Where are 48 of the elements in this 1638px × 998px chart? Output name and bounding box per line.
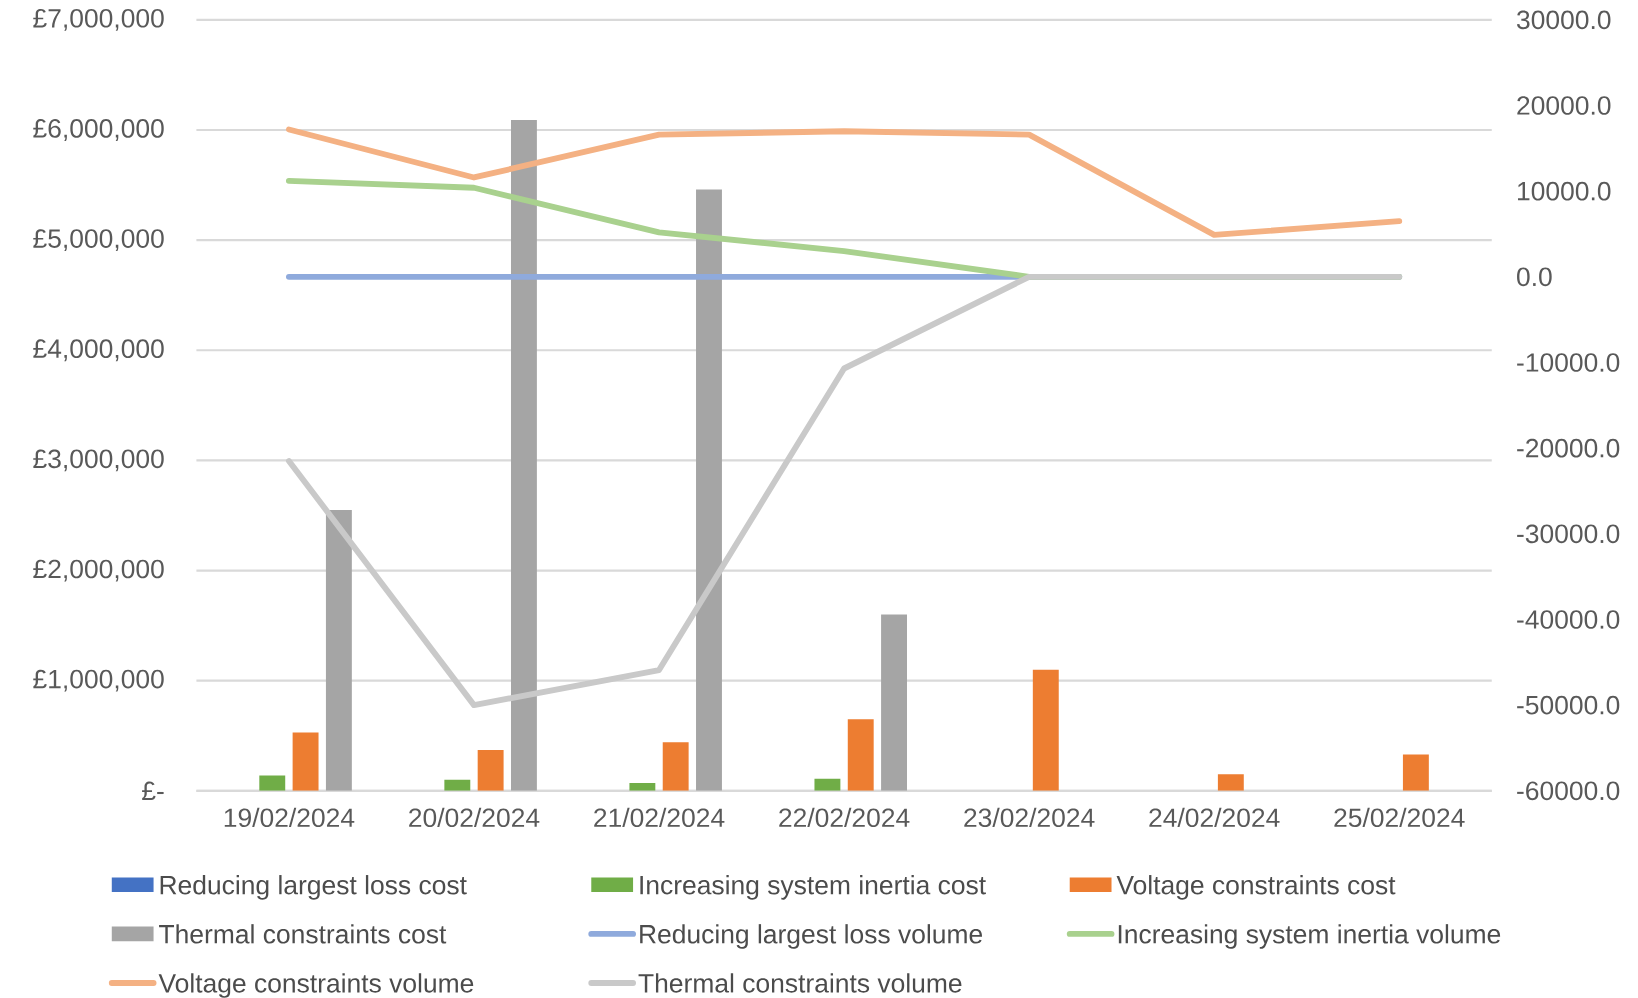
bar	[292, 732, 319, 791]
y-tick-label: £5,000,000	[33, 229, 164, 252]
legend-label: Thermal constraints volume	[638, 973, 962, 993]
legend-label: Increasing system inertia volume	[1118, 924, 1501, 949]
bar	[629, 783, 656, 791]
y-tick-label: £7,000,000	[33, 9, 164, 31]
y2-tick-label: -10000.0	[1517, 353, 1620, 372]
bar	[881, 614, 907, 791]
bar	[259, 775, 286, 791]
bar	[662, 742, 689, 791]
y2-tick-label: -60000.0	[1517, 781, 1620, 801]
bar	[444, 779, 471, 791]
legend-label: Thermal constraints cost	[159, 924, 447, 944]
y-tick-label: £4,000,000	[33, 339, 164, 362]
x-tick-label: 23/02/2024	[964, 807, 1095, 828]
y-tick-label: £-	[142, 781, 164, 801]
y2-tick-label: 0.0	[1517, 267, 1552, 287]
y2-tick-label: 10000.0	[1518, 182, 1611, 201]
y2-tick-label: 30000.0	[1516, 10, 1611, 30]
bar	[510, 120, 537, 791]
bar	[1217, 774, 1244, 791]
y-tick-label: £1,000,000	[33, 669, 164, 692]
legend-label: Reducing largest loss volume	[640, 924, 983, 949]
y2-tick-label: -30000.0	[1517, 524, 1620, 544]
bar	[477, 750, 504, 791]
y-tick-label: £6,000,000	[33, 119, 164, 142]
bar	[696, 189, 722, 791]
bar	[1032, 669, 1059, 791]
y2-tick-label: -50000.0	[1517, 695, 1620, 715]
bar	[1402, 754, 1429, 791]
legend-label: Voltage constraints cost	[1116, 875, 1396, 900]
bar	[325, 510, 352, 791]
y2-tick-label: -20000.0	[1517, 439, 1620, 458]
y2-tick-label: -40000.0	[1517, 610, 1620, 629]
bar	[814, 778, 841, 791]
y-tick-label: £3,000,000	[33, 449, 164, 472]
x-tick-label: 19/02/2024	[224, 807, 355, 828]
legend-label: Voltage constraints volume	[158, 973, 474, 998]
x-tick-label: 25/02/2024	[1334, 807, 1465, 828]
x-tick-label: 22/02/2024	[779, 807, 910, 828]
x-tick-label: 21/02/2024	[594, 807, 725, 828]
y-tick-label: £2,000,000	[33, 559, 164, 582]
x-tick-label: 24/02/2024	[1149, 807, 1280, 828]
legend-label: Increasing system inertia cost	[640, 875, 986, 900]
bar	[847, 719, 874, 791]
legend-label: Reducing largest loss cost	[160, 875, 467, 900]
y2-tick-label: 20000.0	[1517, 96, 1611, 116]
x-tick-label: 20/02/2024	[409, 807, 540, 828]
